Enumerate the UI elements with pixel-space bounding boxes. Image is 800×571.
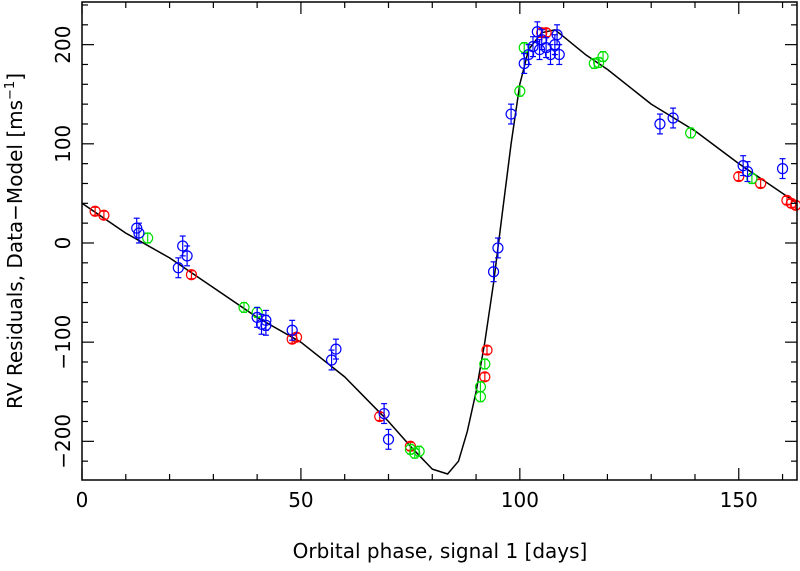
data-point-green <box>479 358 491 370</box>
data-point-red <box>290 331 303 343</box>
data-point-blue <box>741 161 754 183</box>
y-tick-label: −100 <box>51 315 75 370</box>
data-point-blue <box>330 338 342 360</box>
marker <box>382 433 395 445</box>
data-point-red <box>185 269 198 281</box>
marker <box>330 343 342 355</box>
data-point-red <box>733 170 745 183</box>
marker <box>790 199 800 211</box>
marker <box>514 85 526 97</box>
marker <box>776 163 789 175</box>
marker <box>654 118 666 130</box>
data-point-blue <box>378 403 390 425</box>
data-point-blue <box>172 257 184 279</box>
marker <box>286 324 298 336</box>
data-point-blue <box>654 113 666 135</box>
data-point-green <box>597 50 609 63</box>
data-point-red <box>98 209 110 221</box>
data-point-blue <box>133 222 145 244</box>
x-tick-label: 100 <box>501 488 539 512</box>
marker <box>685 127 697 139</box>
marker <box>505 108 517 120</box>
data-point-green <box>685 127 697 139</box>
data-point-blue <box>382 428 395 450</box>
marker <box>413 445 425 457</box>
data-point-blue <box>776 158 789 180</box>
data-point-blue <box>553 44 565 66</box>
marker <box>142 232 154 244</box>
data-point-blue <box>286 319 298 341</box>
data-point-blue <box>551 24 563 46</box>
y-tick-label: 100 <box>51 125 75 163</box>
x-tick-label: 150 <box>720 488 758 512</box>
marker <box>755 177 767 190</box>
marker <box>238 301 250 314</box>
data-point-red <box>479 371 491 383</box>
marker <box>588 57 600 70</box>
marker <box>487 266 500 278</box>
y-tick-label: 0 <box>51 237 75 250</box>
x-tick-label: 0 <box>76 488 89 512</box>
data-point-green <box>238 301 250 314</box>
data-point-blue <box>487 261 500 283</box>
data-point-green <box>474 391 487 403</box>
y-axis-label-main: RV Residuals, Data−Model [ms <box>3 100 27 409</box>
data-point-green <box>514 85 526 97</box>
marker <box>133 227 145 239</box>
marker <box>481 344 493 356</box>
marker <box>181 250 193 262</box>
marker <box>479 358 491 370</box>
marker <box>553 48 565 61</box>
marker <box>518 57 530 70</box>
marker <box>479 371 491 383</box>
marker <box>733 170 745 183</box>
data-point-blue <box>540 37 552 59</box>
data-point-green <box>142 232 154 244</box>
data-point-red <box>790 199 800 211</box>
marker <box>492 242 504 254</box>
model-curve <box>81 29 798 475</box>
data-point-green <box>413 445 425 457</box>
marker <box>172 262 184 274</box>
data-point-blue <box>260 314 272 336</box>
plot-frame <box>81 1 798 481</box>
data-point-red <box>755 177 767 190</box>
y-axis-label-end: ] <box>3 73 27 81</box>
data-point-blue <box>505 103 517 125</box>
y-tick-label: 200 <box>51 26 75 64</box>
marker <box>527 41 539 53</box>
data-point-blue <box>181 245 193 267</box>
marker <box>325 354 338 366</box>
x-axis-label: Orbital phase, signal 1 [days] <box>293 539 588 563</box>
marker <box>474 391 487 403</box>
data-point-blue <box>492 237 504 259</box>
marker <box>741 165 754 178</box>
data-point-blue <box>325 349 338 371</box>
y-axis-label-sup: −1 <box>3 81 18 100</box>
marker <box>260 319 272 331</box>
data-point-blue <box>667 107 679 129</box>
marker <box>667 112 679 124</box>
marker <box>597 50 609 63</box>
x-tick-label: 50 <box>288 488 313 512</box>
y-tick-label: −200 <box>51 414 75 469</box>
data-point-red <box>481 344 493 356</box>
y-axis-label: RV Residuals, Data−Model [ms−1] <box>3 73 27 409</box>
marker <box>98 209 110 221</box>
marker <box>551 29 563 41</box>
marker <box>185 269 198 281</box>
marker <box>378 407 390 420</box>
